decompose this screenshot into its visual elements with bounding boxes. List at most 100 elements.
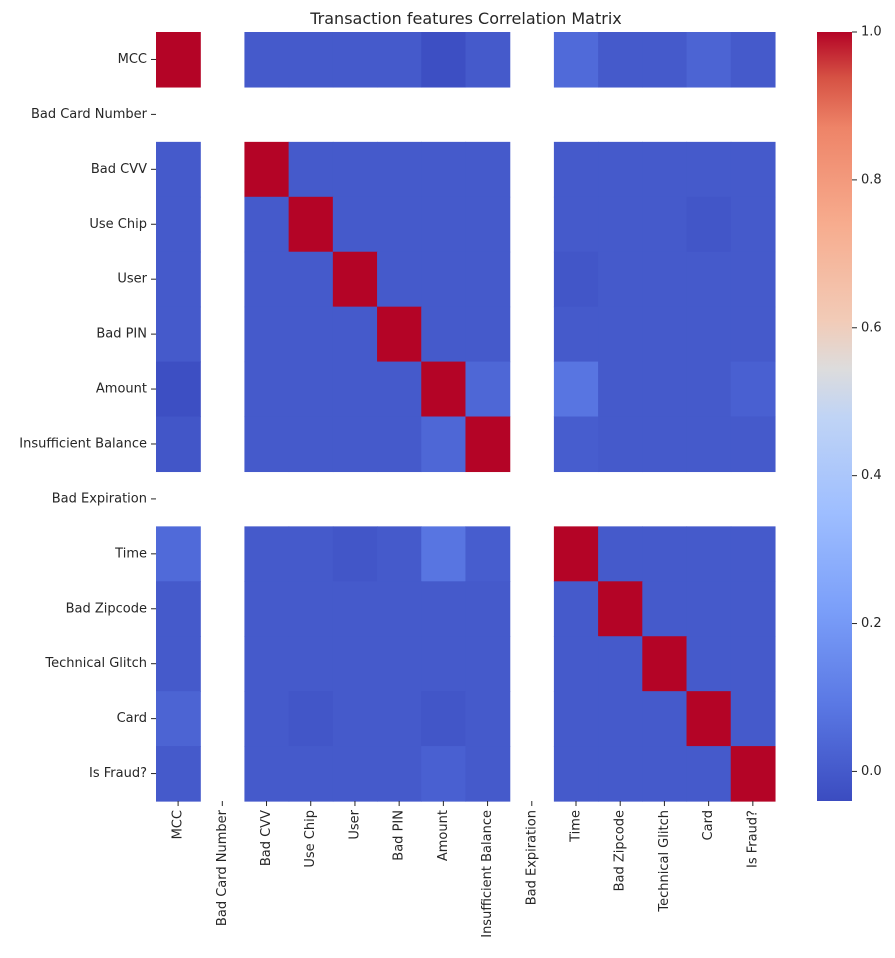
heatmap-cell <box>288 691 334 747</box>
heatmap-cell <box>288 636 334 692</box>
heatmap-cell <box>730 636 776 692</box>
heatmap-cell <box>642 416 688 473</box>
heatmap-cell <box>730 361 776 418</box>
heatmap-cell <box>332 636 378 692</box>
heatmap-cell <box>156 361 201 418</box>
heatmap-cell <box>377 746 422 802</box>
heatmap-cell <box>465 416 511 473</box>
heatmap-cell <box>244 32 290 88</box>
heatmap-cell <box>642 306 688 363</box>
heatmap-cell <box>730 251 776 308</box>
heatmap-cell <box>686 251 732 308</box>
colorbar <box>817 32 852 801</box>
x-tick-label: Time <box>568 810 583 843</box>
y-tick-label: Bad Card Number <box>31 107 148 122</box>
heatmap-cell <box>730 581 776 637</box>
heatmap-cell <box>332 141 378 198</box>
heatmap-cell <box>244 746 290 802</box>
heatmap-cell <box>421 691 467 747</box>
heatmap-cell <box>730 306 776 363</box>
heatmap-cell <box>730 691 776 747</box>
heatmap-cell <box>730 141 776 198</box>
heatmap-cell <box>465 636 511 692</box>
heatmap-cell <box>332 581 378 637</box>
heatmap-cell <box>553 32 599 88</box>
x-tick-label: Technical Glitch <box>657 810 672 913</box>
heatmap-cell <box>377 581 422 637</box>
heatmap-cell <box>598 141 643 198</box>
heatmap-cell <box>686 416 732 473</box>
x-tick-label: Is Fraud? <box>745 810 760 868</box>
heatmap-cell <box>686 691 732 747</box>
heatmap-cell <box>465 141 511 198</box>
y-tick-label: Bad Zipcode <box>66 601 147 616</box>
x-tick-label: Insufficient Balance <box>480 810 495 938</box>
heatmap-cell <box>156 196 201 253</box>
heatmap-cell <box>598 306 643 363</box>
x-tick-label: Use Chip <box>303 810 318 868</box>
heatmap-cell <box>642 361 688 418</box>
heatmap-cell <box>156 581 201 637</box>
heatmap-cell <box>553 141 599 198</box>
heatmap-cell <box>686 361 732 418</box>
y-tick-label: Card <box>117 711 147 726</box>
heatmap-cell <box>288 251 334 308</box>
heatmap-cell <box>332 416 378 473</box>
heatmap-cell <box>156 526 201 582</box>
heatmap-cell <box>377 196 422 253</box>
y-tick-label: Amount <box>96 382 147 397</box>
x-tick-label: Bad Card Number <box>215 809 230 926</box>
heatmap-cell <box>421 306 467 363</box>
heatmap-cell <box>288 306 334 363</box>
heatmap-cell <box>598 691 643 747</box>
heatmap-cell <box>421 636 467 692</box>
heatmap-cell <box>598 746 643 802</box>
heatmap-cell <box>421 141 467 198</box>
heatmap-cell <box>377 691 422 747</box>
heatmap-cell <box>598 526 643 582</box>
y-tick-label: MCC <box>118 52 147 67</box>
colorbar-tick-label: 0.2 <box>861 616 882 631</box>
heatmap-cell <box>598 636 643 692</box>
heatmap-cell <box>332 306 378 363</box>
heatmap-cell <box>553 526 599 582</box>
heatmap-cell <box>377 306 422 363</box>
heatmap-cell <box>332 32 378 88</box>
heatmap-cell <box>421 416 467 473</box>
y-tick-label: User <box>117 272 147 287</box>
heatmap-cell <box>244 636 290 692</box>
heatmap-cell <box>553 581 599 637</box>
heatmap-cell <box>598 251 643 308</box>
y-tick-label: Use Chip <box>89 217 147 232</box>
heatmap-cell <box>642 251 688 308</box>
heatmap-cell <box>377 416 422 473</box>
heatmap-cell <box>421 361 467 418</box>
heatmap-cell <box>421 746 467 802</box>
heatmap-cell <box>465 691 511 747</box>
heatmap-cell <box>465 196 511 253</box>
heatmap-cell <box>156 416 201 473</box>
heatmap-cell <box>642 581 688 637</box>
heatmap-cell <box>244 526 290 582</box>
heatmap-cell <box>377 526 422 582</box>
y-tick-label: Insufficient Balance <box>19 436 147 451</box>
heatmap-cell <box>686 636 732 692</box>
colorbar-tick-label: 1.0 <box>861 25 882 40</box>
heatmap-cell <box>377 251 422 308</box>
heatmap-cell <box>421 526 467 582</box>
colorbar-tick-label: 0.4 <box>861 468 882 483</box>
heatmap-cell <box>465 526 511 582</box>
heatmap-cell <box>686 526 732 582</box>
heatmap-cell <box>730 196 776 253</box>
heatmap-cell <box>465 306 511 363</box>
x-tick-label: Card <box>701 810 716 840</box>
heatmap-cell <box>288 746 334 802</box>
y-tick-label: Bad PIN <box>96 327 147 342</box>
heatmap-cell <box>730 416 776 473</box>
y-tick-label: Time <box>114 546 147 561</box>
heatmap-cell <box>730 526 776 582</box>
heatmap-cell <box>553 691 599 747</box>
heatmap-cell <box>642 32 688 88</box>
heatmap-cell <box>642 746 688 802</box>
heatmap-cell <box>288 141 334 198</box>
